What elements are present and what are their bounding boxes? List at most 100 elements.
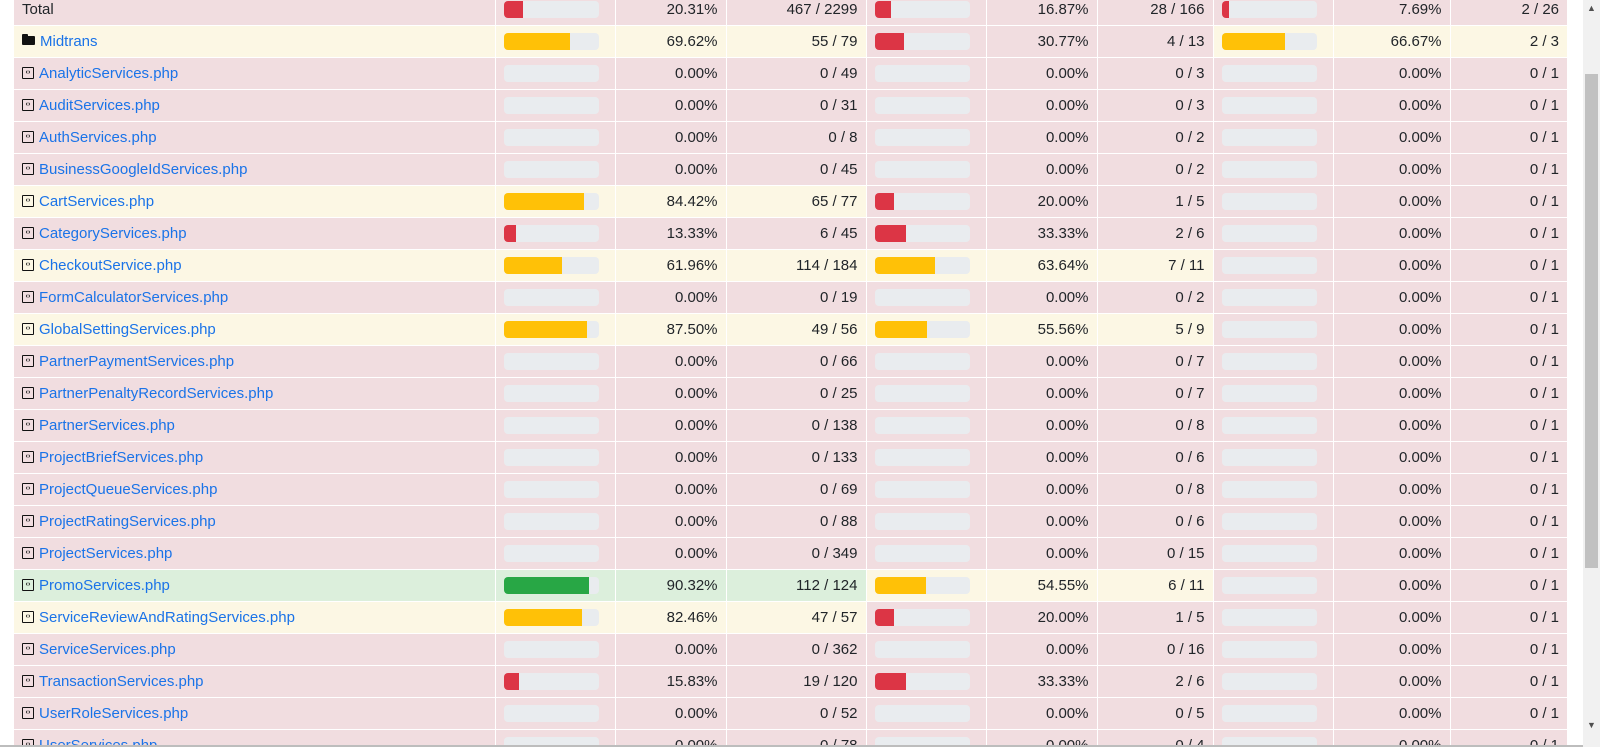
scrollbar-thumb[interactable] bbox=[1585, 74, 1598, 568]
file-link[interactable]: CartServices.php bbox=[39, 193, 155, 210]
lines-fraction: 0 / 349 bbox=[725, 537, 866, 570]
classes-progress-bar bbox=[1221, 289, 1317, 306]
file-link[interactable]: PartnerServices.php bbox=[39, 417, 175, 434]
lines-percent: 20.31% bbox=[614, 0, 726, 26]
functions-progress-bar bbox=[874, 289, 970, 306]
file-link[interactable]: FormCalculatorServices.php bbox=[39, 289, 229, 306]
classes-fraction: 0 / 1 bbox=[1449, 505, 1567, 538]
functions-bar-cell bbox=[865, 665, 986, 698]
file-link[interactable]: CategoryServices.php bbox=[39, 225, 187, 242]
lines-progress-fill bbox=[503, 225, 517, 242]
horizontal-scrollbar[interactable] bbox=[0, 745, 1583, 747]
file-link[interactable]: UserServices.php bbox=[39, 737, 158, 747]
name-cell: ‹› PartnerPaymentServices.php bbox=[14, 345, 495, 378]
lines-progress-fill bbox=[503, 609, 582, 626]
file-link[interactable]: UserRoleServices.php bbox=[39, 705, 189, 722]
classes-bar-cell bbox=[1212, 505, 1333, 538]
classes-bar-cell bbox=[1212, 601, 1333, 634]
classes-bar-cell bbox=[1212, 345, 1333, 378]
file-link[interactable]: AnalyticServices.php bbox=[39, 65, 179, 82]
classes-percent: 0.00% bbox=[1332, 185, 1450, 218]
functions-percent: 33.33% bbox=[985, 217, 1097, 250]
lines-percent: 0.00% bbox=[614, 633, 726, 666]
file-link[interactable]: TransactionServices.php bbox=[39, 673, 204, 690]
name-cell: ‹› TransactionServices.php bbox=[14, 665, 495, 698]
classes-progress-bar bbox=[1221, 609, 1317, 626]
file-link[interactable]: ProjectServices.php bbox=[39, 545, 173, 562]
file-link[interactable]: PartnerPenaltyRecordServices.php bbox=[39, 385, 274, 402]
file-link[interactable]: ServiceReviewAndRatingServices.php bbox=[39, 609, 295, 626]
lines-fraction: 0 / 78 bbox=[725, 729, 866, 747]
functions-fraction: 5 / 9 bbox=[1096, 313, 1213, 346]
functions-fraction: 0 / 15 bbox=[1096, 537, 1213, 570]
classes-bar-cell bbox=[1212, 537, 1333, 570]
functions-progress-bar bbox=[874, 97, 970, 114]
file-link[interactable]: PromoServices.php bbox=[39, 577, 170, 594]
functions-progress-bar bbox=[874, 193, 970, 210]
php-file-icon: ‹› bbox=[22, 675, 34, 688]
vertical-scrollbar[interactable]: ▲ ▼ bbox=[1583, 0, 1600, 747]
php-file-icon: ‹› bbox=[22, 195, 34, 208]
classes-percent: 0.00% bbox=[1332, 569, 1450, 602]
file-link[interactable]: AuthServices.php bbox=[39, 129, 157, 146]
lines-percent: 0.00% bbox=[614, 153, 726, 186]
classes-bar-cell bbox=[1212, 281, 1333, 314]
lines-progress-bar bbox=[503, 705, 599, 722]
functions-percent: 0.00% bbox=[985, 441, 1097, 474]
functions-fraction: 0 / 8 bbox=[1096, 473, 1213, 506]
file-link[interactable]: GlobalSettingServices.php bbox=[39, 321, 216, 338]
classes-percent: 0.00% bbox=[1332, 665, 1450, 698]
file-link[interactable]: ProjectQueueServices.php bbox=[39, 481, 218, 498]
functions-percent: 0.00% bbox=[985, 697, 1097, 730]
folder-icon bbox=[22, 33, 35, 45]
lines-bar-cell bbox=[494, 697, 615, 730]
file-link[interactable]: ProjectBriefServices.php bbox=[39, 449, 204, 466]
file-row: ‹› PromoServices.php 90.32% 112 / 124 54.55%… bbox=[14, 569, 1567, 602]
file-link[interactable]: ProjectRatingServices.php bbox=[39, 513, 216, 530]
file-link[interactable]: BusinessGoogleIdServices.php bbox=[39, 161, 248, 178]
classes-percent: 0.00% bbox=[1332, 249, 1450, 282]
functions-progress-bar bbox=[874, 609, 970, 626]
lines-progress-bar bbox=[503, 641, 599, 658]
file-link[interactable]: AuditServices.php bbox=[39, 97, 160, 114]
functions-bar-cell bbox=[865, 345, 986, 378]
functions-bar-cell bbox=[865, 633, 986, 666]
file-link[interactable]: PartnerPaymentServices.php bbox=[39, 353, 235, 370]
classes-fraction: 0 / 1 bbox=[1449, 569, 1567, 602]
classes-fraction: 0 / 1 bbox=[1449, 697, 1567, 730]
lines-progress-fill bbox=[503, 1, 523, 18]
classes-progress-bar bbox=[1221, 673, 1317, 690]
functions-progress-bar bbox=[874, 257, 970, 274]
lines-percent: 84.42% bbox=[614, 185, 726, 218]
lines-fraction: 47 / 57 bbox=[725, 601, 866, 634]
functions-bar-cell bbox=[865, 25, 986, 58]
classes-progress-bar bbox=[1221, 97, 1317, 114]
functions-progress-fill bbox=[874, 193, 894, 210]
functions-fraction: 0 / 8 bbox=[1096, 409, 1213, 442]
classes-percent: 7.69% bbox=[1332, 0, 1450, 26]
lines-bar-cell bbox=[494, 569, 615, 602]
classes-progress-bar bbox=[1221, 321, 1317, 338]
total-label: Total bbox=[22, 1, 54, 18]
file-link[interactable]: ServiceServices.php bbox=[39, 641, 176, 658]
lines-percent: 61.96% bbox=[614, 249, 726, 282]
functions-progress-bar bbox=[874, 385, 970, 402]
classes-progress-bar bbox=[1221, 545, 1317, 562]
functions-progress-bar bbox=[874, 33, 970, 50]
classes-fraction: 0 / 1 bbox=[1449, 185, 1567, 218]
directory-link[interactable]: Midtrans bbox=[40, 33, 98, 50]
file-row: ‹› ServiceReviewAndRatingServices.php 82.4… bbox=[14, 601, 1567, 634]
lines-percent: 69.62% bbox=[614, 25, 726, 58]
php-file-icon: ‹› bbox=[22, 579, 34, 592]
scroll-up-arrow-icon[interactable]: ▲ bbox=[1587, 3, 1596, 13]
lines-progress-bar bbox=[503, 129, 599, 146]
classes-progress-bar bbox=[1221, 225, 1317, 242]
functions-bar-cell bbox=[865, 441, 986, 474]
name-cell: ‹› ServiceServices.php bbox=[14, 633, 495, 666]
classes-progress-bar bbox=[1221, 417, 1317, 434]
lines-bar-cell bbox=[494, 313, 615, 346]
file-link[interactable]: CheckoutService.php bbox=[39, 257, 182, 274]
classes-percent: 0.00% bbox=[1332, 313, 1450, 346]
lines-fraction: 114 / 184 bbox=[725, 249, 866, 282]
scroll-down-arrow-icon[interactable]: ▼ bbox=[1587, 720, 1596, 730]
